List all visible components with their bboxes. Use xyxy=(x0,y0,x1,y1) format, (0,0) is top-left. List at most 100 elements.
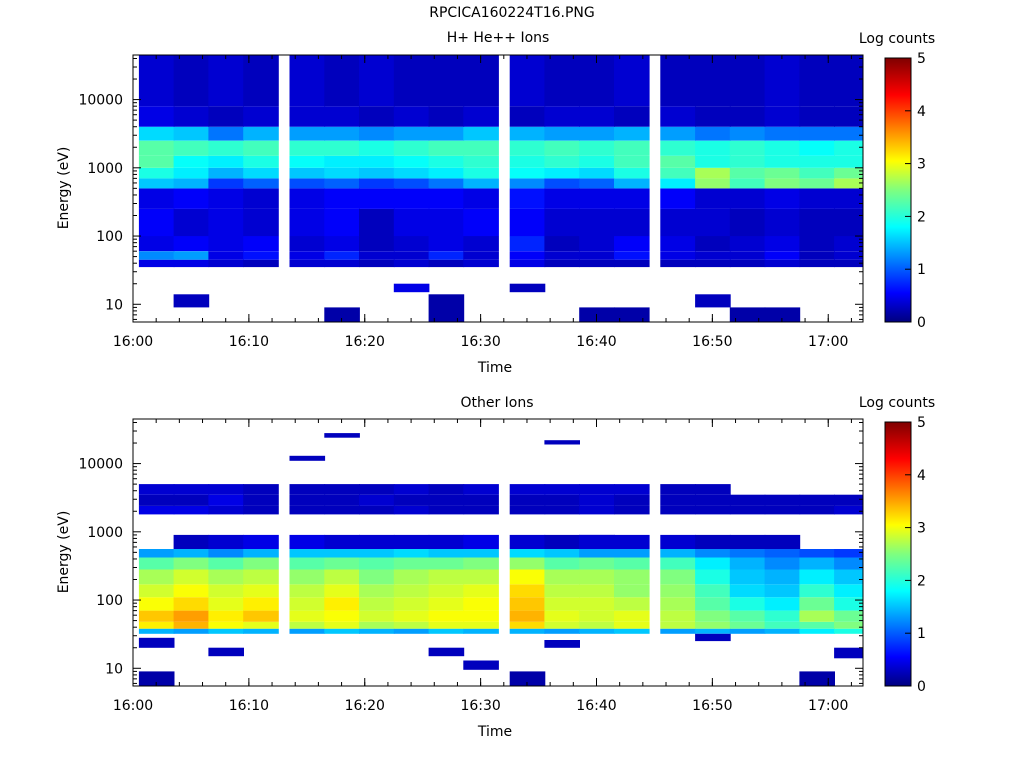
heatmap-cell xyxy=(695,208,731,237)
y-tick-label: 100 xyxy=(96,593,123,609)
heatmap-cell xyxy=(208,106,244,127)
heatmap-cell xyxy=(359,167,395,179)
heatmap-cell xyxy=(359,178,395,189)
heatmap-cell xyxy=(463,106,499,127)
heatmap-cell xyxy=(579,259,615,268)
heatmap-cell xyxy=(289,236,326,252)
heatmap-cell xyxy=(243,178,279,189)
colorbar-tick-label: 5 xyxy=(917,415,926,431)
heatmap-cell xyxy=(729,557,766,570)
heatmap-cell xyxy=(393,155,430,168)
heatmap-cell xyxy=(729,140,766,156)
colorbar-tick-label: 2 xyxy=(917,209,926,225)
heatmap-cell xyxy=(359,569,395,585)
heatmap-cell xyxy=(324,484,360,495)
colorbar-ticks: 0 1 2 3 4 5 xyxy=(905,415,926,695)
heatmap-cell xyxy=(834,188,863,209)
y-axis-label: Energy (eV) xyxy=(56,511,72,594)
heatmap-patch xyxy=(463,660,499,670)
heatmap-cell xyxy=(544,597,580,611)
heatmap-cell xyxy=(428,628,465,634)
heatmap-cell xyxy=(243,259,279,268)
heatmap-cell xyxy=(695,534,731,549)
heatmap-cell xyxy=(324,584,360,598)
heatmap-cell xyxy=(834,236,863,252)
heatmap-cell xyxy=(660,126,696,141)
heatmap-cell xyxy=(173,628,210,634)
heatmap-cell xyxy=(463,484,499,495)
y-axis-label: Energy (eV) xyxy=(56,147,72,230)
heatmap-cell xyxy=(729,178,766,189)
heatmap-cell xyxy=(463,505,499,515)
heatmap-cell xyxy=(509,557,546,570)
heatmap-cell xyxy=(463,597,499,611)
heatmap-cell xyxy=(208,557,244,570)
heatmap-cells xyxy=(138,55,863,322)
heatmap-cell xyxy=(614,55,650,107)
x-tick-label: 16:10 xyxy=(229,698,269,714)
heatmap-cell xyxy=(509,140,546,156)
y-tick-label: 10 xyxy=(105,297,123,313)
heatmap-cell xyxy=(579,597,615,611)
y-tick-label: 1000 xyxy=(87,161,123,177)
heatmap-cell xyxy=(138,549,175,558)
heatmap-cell xyxy=(243,549,279,558)
heatmap-cell xyxy=(834,505,863,515)
heatmap-cell xyxy=(324,167,360,179)
colorbar-tick-label: 1 xyxy=(917,626,926,642)
heatmap-cell xyxy=(834,610,863,622)
heatmap-cell xyxy=(289,106,326,127)
heatmap-cell xyxy=(428,621,465,629)
heatmap-cell xyxy=(695,597,731,611)
heatmap-cell xyxy=(695,236,731,252)
heatmap-cell xyxy=(660,167,696,179)
heatmap-cell xyxy=(208,167,244,179)
heatmap-cell xyxy=(243,557,279,570)
heatmap-cell xyxy=(764,621,801,629)
heatmap-cell xyxy=(289,505,326,515)
heatmap-cell xyxy=(799,569,835,585)
heatmap-cell xyxy=(243,494,279,506)
heatmap-cell xyxy=(289,569,326,585)
heatmap-cell xyxy=(208,208,244,237)
heatmap-cell xyxy=(208,628,244,634)
heatmap-cell xyxy=(359,208,395,237)
heatmap-cell xyxy=(660,557,696,570)
heatmap-cell xyxy=(138,259,175,268)
heatmap-cell xyxy=(614,126,650,141)
heatmap-cell xyxy=(324,534,360,549)
heatmap-cell xyxy=(660,140,696,156)
heatmap-cell xyxy=(324,140,360,156)
colorbar-tick-label: 1 xyxy=(917,262,926,278)
heatmap-cell xyxy=(138,126,175,141)
heatmap-cell xyxy=(138,236,175,252)
heatmap-cell xyxy=(695,178,731,189)
heatmap-patch xyxy=(289,455,326,461)
heatmap-cell xyxy=(799,208,835,237)
heatmap-cell xyxy=(324,597,360,611)
heatmap-cell xyxy=(834,494,863,506)
heatmap-cell xyxy=(173,484,210,495)
heatmap-cell xyxy=(173,610,210,622)
heatmap-cell xyxy=(289,178,326,189)
heatmap-cell xyxy=(544,188,580,209)
heatmap-cell xyxy=(799,55,835,107)
heatmap-cell xyxy=(579,569,615,585)
heatmap-cell xyxy=(243,505,279,515)
heatmap-patch xyxy=(695,294,731,308)
heatmap-cell xyxy=(834,251,863,260)
heatmap-cell xyxy=(695,584,731,598)
heatmap-cell xyxy=(243,155,279,168)
heatmap-cell xyxy=(614,597,650,611)
heatmap-cell xyxy=(208,251,244,260)
heatmap-cell xyxy=(324,569,360,585)
heatmap-cell xyxy=(695,569,731,585)
heatmap-cell xyxy=(463,155,499,168)
heatmap-cell xyxy=(695,484,731,495)
colorbar xyxy=(884,421,912,687)
heatmap-cell xyxy=(428,584,465,598)
heatmap-cell xyxy=(614,534,650,549)
colorbar-tick-label: 4 xyxy=(917,468,926,484)
heatmap-cell xyxy=(614,236,650,252)
